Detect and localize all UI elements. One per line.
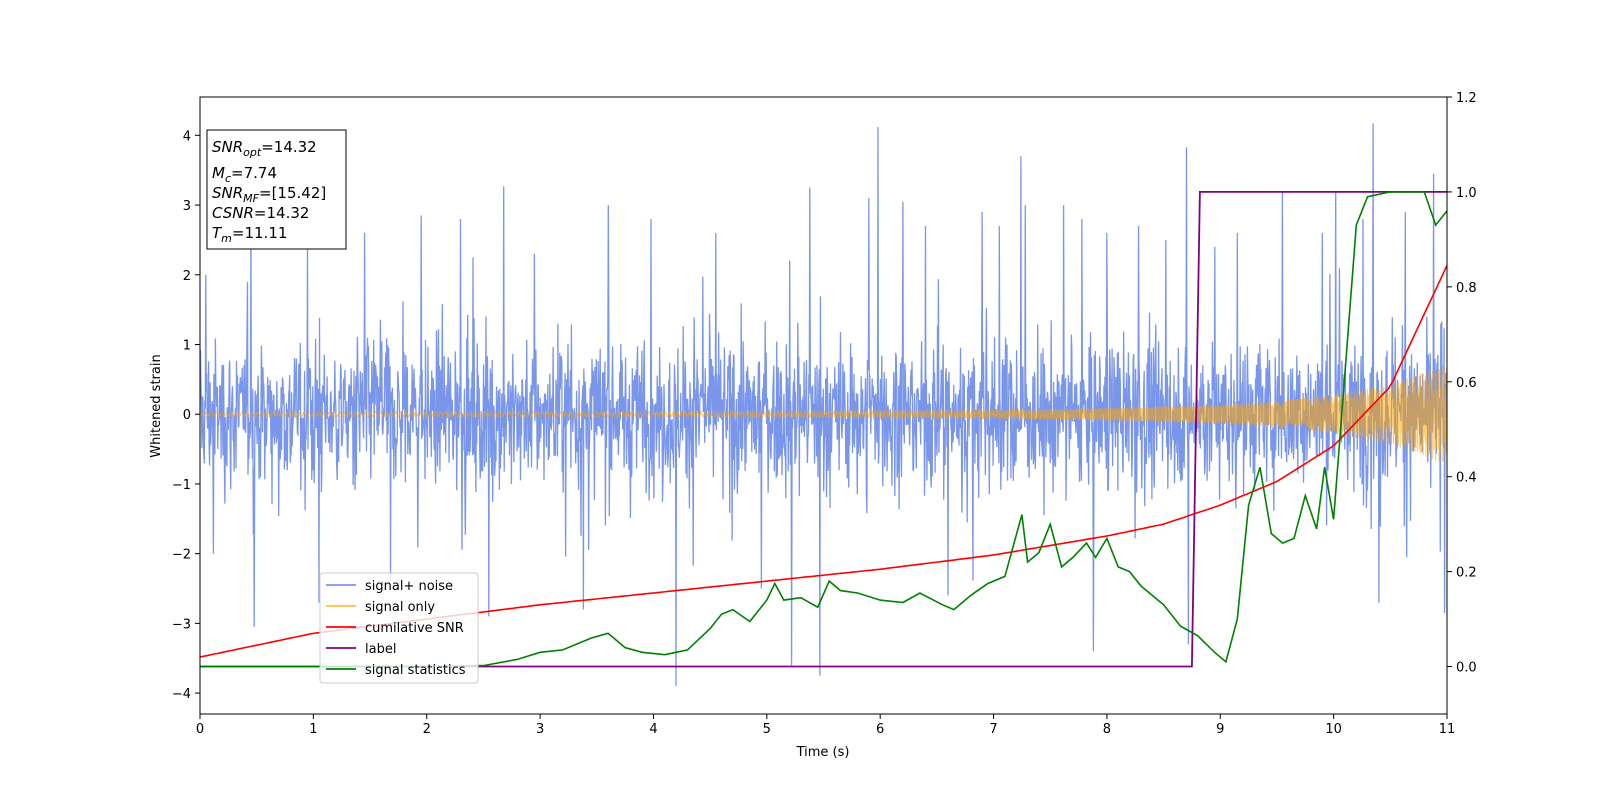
y2-tick-label: 0.8 (1456, 281, 1477, 296)
x-tick-label: 2 (423, 722, 431, 737)
x-tick-label: 9 (1216, 722, 1224, 737)
legend-label: signal only (365, 600, 435, 615)
plot-frame (199, 96, 1448, 715)
series-signal-noise (200, 123, 1447, 687)
legend-label: label (365, 642, 396, 657)
info-mc-value: 7.74 (244, 164, 277, 182)
y-tick-label: −2 (172, 548, 191, 563)
x-axis: 0 1 2 3 4 5 6 7 8 9 10 11 (196, 714, 1455, 737)
y2-tick-label: 1.2 (1456, 91, 1477, 106)
info-tm-value: 11.11 (244, 224, 287, 242)
legend-frame (319, 572, 479, 684)
info-snr-mf: SNRMF=[15.42] (212, 184, 326, 205)
y2-tick-label: 0.2 (1456, 566, 1477, 581)
info-tm: Tm=11.11 (212, 224, 287, 245)
info-csnr-value: 14.32 (267, 204, 310, 222)
info-snr-opt: SNRopt=14.32 (212, 138, 317, 159)
series-signal-only (200, 365, 1447, 465)
info-snr-mf-value: [15.42] (272, 184, 327, 202)
info-csnr: CSNR=14.32 (212, 204, 309, 222)
y-tick-label: 3 (183, 199, 191, 214)
x-axis-label: Time (s) (796, 745, 850, 760)
info-box-frame (206, 129, 347, 250)
x-tick-label: 6 (876, 722, 884, 737)
x-tick-label: 7 (989, 722, 997, 737)
x-tick-label: 8 (1103, 722, 1111, 737)
legend: signal+ noise signal only cumilative SNR la… (319, 572, 479, 684)
y-tick-label: 2 (183, 269, 191, 284)
x-tick-label: 11 (1439, 722, 1456, 737)
legend-label: signal statistics (365, 663, 466, 678)
series-signal-statistics (200, 191, 1447, 668)
y-tick-label: 4 (183, 129, 191, 144)
x-tick-label: 1 (309, 722, 317, 737)
info-mc: Mc=7.74 (212, 164, 277, 185)
y-tick-label: −4 (172, 687, 191, 702)
y-tick-label: 0 (183, 408, 191, 423)
y-axis-label: Whitened strain (149, 354, 164, 457)
y2-tick-label: 1.0 (1456, 186, 1477, 201)
info-box: SNRopt=14.32 Mc=7.74 SNRMF=[15.42] CSNR=… (206, 129, 347, 250)
y-tick-label: 1 (183, 338, 191, 353)
series-label (200, 191, 1447, 668)
x-tick-label: 3 (536, 722, 544, 737)
y-axis-left: −4 −3 −2 −1 0 1 2 3 4 (172, 129, 200, 702)
y-axis-right: 0.0 0.2 0.4 0.6 0.8 1.0 1.2 (1447, 91, 1477, 676)
x-tick-label: 10 (1325, 722, 1342, 737)
y-tick-label: −3 (172, 617, 191, 632)
x-tick-label: 5 (763, 722, 771, 737)
y2-tick-label: 0.6 (1456, 376, 1477, 391)
y-tick-label: −1 (172, 478, 191, 493)
legend-label: signal+ noise (365, 579, 453, 594)
y2-tick-label: 0.0 (1456, 661, 1477, 676)
legend-label: cumilative SNR (365, 621, 464, 636)
y2-tick-label: 0.4 (1456, 471, 1477, 486)
x-tick-label: 4 (649, 722, 657, 737)
info-snr-opt-value: 14.32 (274, 138, 317, 156)
x-tick-label: 0 (196, 722, 204, 737)
